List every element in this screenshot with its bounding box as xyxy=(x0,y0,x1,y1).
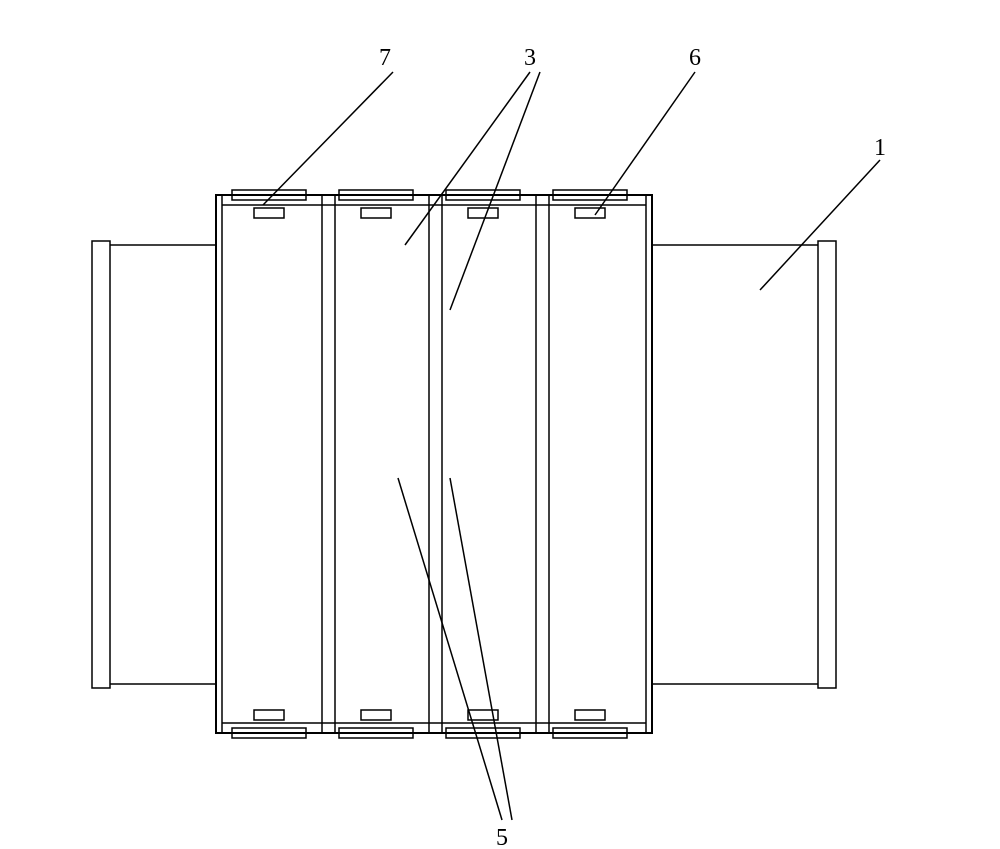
callout-label-6: 6 xyxy=(689,45,701,71)
diagram-container: 7 3 6 1 5 xyxy=(0,0,1000,849)
callout-label-1: 1 xyxy=(874,135,886,161)
callout-label-7: 7 xyxy=(379,45,391,71)
callout-label-3: 3 xyxy=(524,45,536,71)
technical-diagram: 7 3 6 1 5 xyxy=(0,0,1000,849)
callout-label-5: 5 xyxy=(496,825,508,849)
